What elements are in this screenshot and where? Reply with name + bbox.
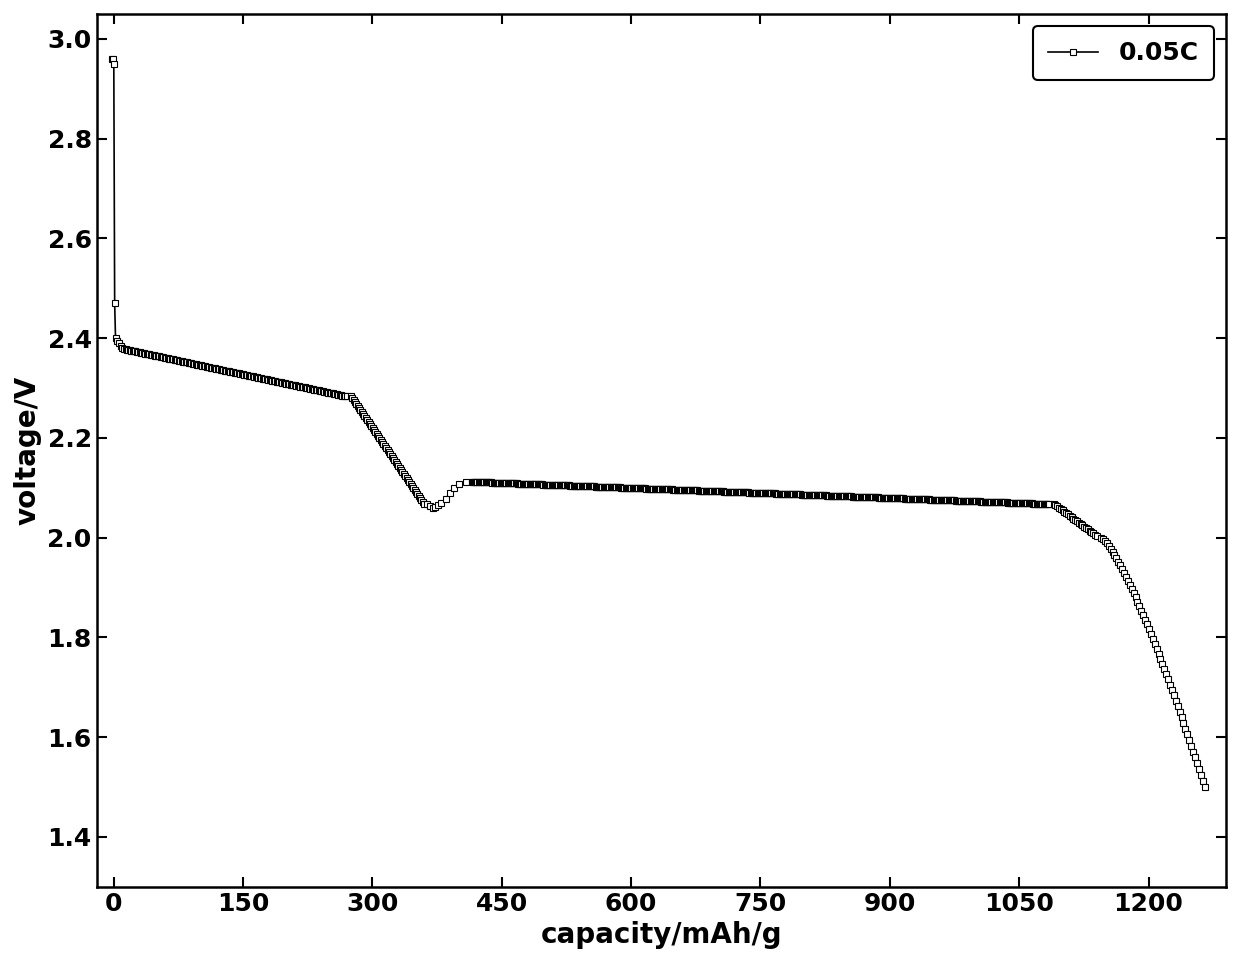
- Legend: 0.05C: 0.05C: [1033, 26, 1214, 80]
- Line: 0.05C: 0.05C: [109, 55, 1208, 791]
- 0.05C: [533, 479, 548, 490]
- 0.05C: [160, 352, 175, 364]
- 0.05C: [921, 494, 936, 506]
- 0.05C: [1197, 781, 1211, 793]
- 0.05C: [124, 345, 139, 356]
- X-axis label: capacity/mAh/g: capacity/mAh/g: [541, 922, 782, 950]
- 0.05C: [104, 53, 119, 65]
- 0.05C: [599, 482, 614, 493]
- Y-axis label: voltage/V: voltage/V: [14, 376, 42, 525]
- 0.05C: [557, 480, 572, 491]
